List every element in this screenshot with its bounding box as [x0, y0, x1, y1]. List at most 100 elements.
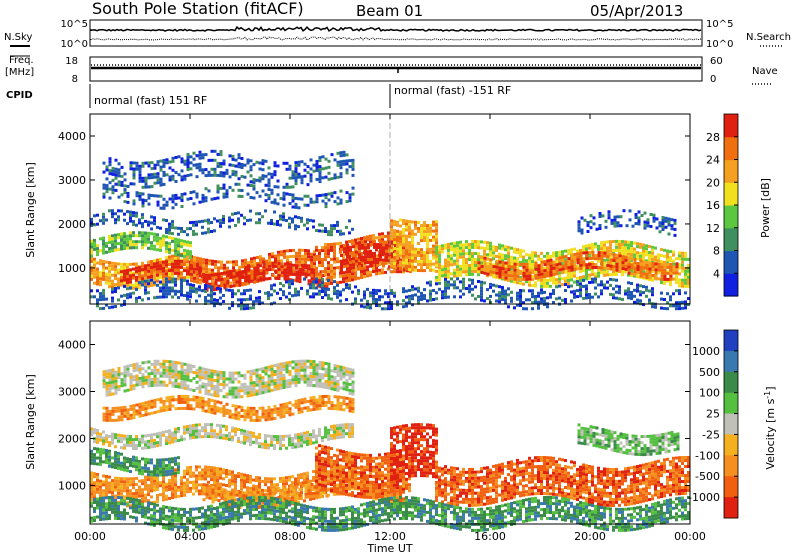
heatmap-cell — [597, 254, 601, 258]
heatmap-cell — [174, 237, 177, 241]
heatmap-cell — [561, 255, 565, 259]
heatmap-cell — [486, 274, 489, 278]
heatmap-cell — [420, 297, 423, 301]
heatmap-cell — [540, 288, 543, 292]
heatmap-cell — [537, 294, 540, 298]
heatmap-cell — [132, 286, 135, 290]
heatmap-cell — [171, 268, 174, 272]
heatmap-cell — [198, 162, 202, 166]
heatmap-cell — [474, 264, 477, 267]
heatmap-cell — [375, 254, 378, 258]
heatmap-cell — [147, 260, 150, 264]
heatmap-cell — [513, 274, 517, 278]
heatmap-cell — [165, 283, 168, 287]
heatmap-cell — [498, 272, 502, 276]
heatmap-cell — [199, 263, 202, 267]
heatmap-cell — [220, 275, 223, 279]
heatmap-cell — [162, 182, 166, 186]
heatmap-cell — [684, 284, 687, 288]
heatmap-cell — [513, 271, 517, 275]
heatmap-cell — [219, 150, 223, 154]
heatmap-cell — [168, 225, 171, 229]
heatmap-cell — [531, 278, 534, 282]
heatmap-cell — [147, 234, 150, 238]
heatmap-cell — [579, 266, 583, 270]
heatmap-cell — [232, 260, 235, 264]
nsky-line — [90, 25, 702, 32]
heatmap-cell — [238, 265, 241, 269]
heatmap-cell — [171, 262, 174, 266]
heatmap-cell — [495, 259, 499, 263]
heatmap-cell — [90, 480, 93, 484]
heatmap-cell — [282, 293, 285, 297]
heatmap-cell — [642, 272, 646, 276]
heatmap-cell — [243, 482, 246, 486]
heatmap-cell — [234, 477, 237, 481]
heatmap-cell — [267, 477, 270, 481]
heatmap-cell — [519, 298, 522, 301]
heatmap-cell — [267, 172, 271, 176]
heatmap-cell — [270, 175, 274, 179]
heatmap-cell — [289, 263, 293, 267]
heatmap-cell — [138, 170, 142, 174]
heatmap-cell — [219, 467, 222, 471]
y-tick-label: 2000 — [58, 218, 86, 231]
heatmap-cell — [339, 201, 343, 205]
heatmap-cell — [153, 222, 156, 226]
heatmap-cell — [198, 220, 201, 224]
heatmap-cell — [504, 245, 507, 249]
heatmap-cell — [141, 222, 144, 226]
heatmap-cell — [405, 240, 408, 244]
heatmap-cell — [258, 299, 261, 303]
heatmap-cell — [147, 275, 150, 279]
heatmap-cell — [238, 268, 241, 272]
heatmap-cell — [93, 493, 96, 497]
heatmap-cell — [141, 270, 144, 274]
heatmap-cell — [241, 259, 244, 263]
heatmap-cell — [639, 245, 642, 249]
heatmap-cell — [528, 289, 531, 293]
heatmap-cell — [150, 483, 153, 487]
heatmap-cell — [177, 268, 180, 272]
heatmap-cell — [315, 475, 318, 479]
heatmap-cell — [318, 471, 321, 475]
heatmap-cell — [312, 169, 316, 173]
heatmap-cell — [336, 292, 339, 296]
heatmap-cell — [277, 256, 280, 260]
heatmap-cell — [675, 289, 678, 293]
heatmap-cell — [220, 263, 223, 267]
heatmap-cell — [117, 298, 120, 302]
heatmap-cell — [675, 265, 679, 269]
heatmap-cell — [489, 285, 492, 289]
heatmap-cell — [93, 475, 96, 479]
heatmap-cell — [237, 188, 241, 192]
heatmap-cell — [615, 239, 618, 243]
heatmap-cell — [618, 257, 622, 261]
heatmap-cell — [211, 262, 214, 266]
heatmap-cell — [480, 256, 484, 259]
heatmap-cell — [199, 257, 202, 261]
heatmap-cell — [283, 274, 287, 278]
heatmap-cell — [627, 293, 630, 297]
heatmap-cell — [678, 307, 681, 311]
heatmap-cell — [336, 295, 339, 299]
heatmap-cell — [192, 229, 195, 233]
heatmap-cell — [342, 271, 345, 275]
heatmap-cell — [612, 261, 615, 264]
heatmap-cell — [648, 254, 651, 257]
heatmap-cell — [114, 188, 118, 192]
heatmap-cell — [348, 270, 351, 273]
heatmap-cell — [681, 300, 684, 304]
heatmap-cell — [156, 485, 159, 488]
heatmap-cell — [540, 266, 544, 270]
heatmap-cell — [150, 185, 154, 189]
heatmap-cell — [226, 281, 229, 285]
heatmap-cell — [177, 253, 180, 257]
heatmap-cell — [99, 283, 102, 287]
nsky-panel-frame — [89, 19, 703, 47]
colorbar-segment — [724, 159, 738, 183]
heatmap-cell — [621, 255, 625, 259]
heatmap-cell — [138, 485, 141, 489]
heatmap-cell — [156, 267, 159, 271]
heatmap-cell — [646, 218, 650, 222]
